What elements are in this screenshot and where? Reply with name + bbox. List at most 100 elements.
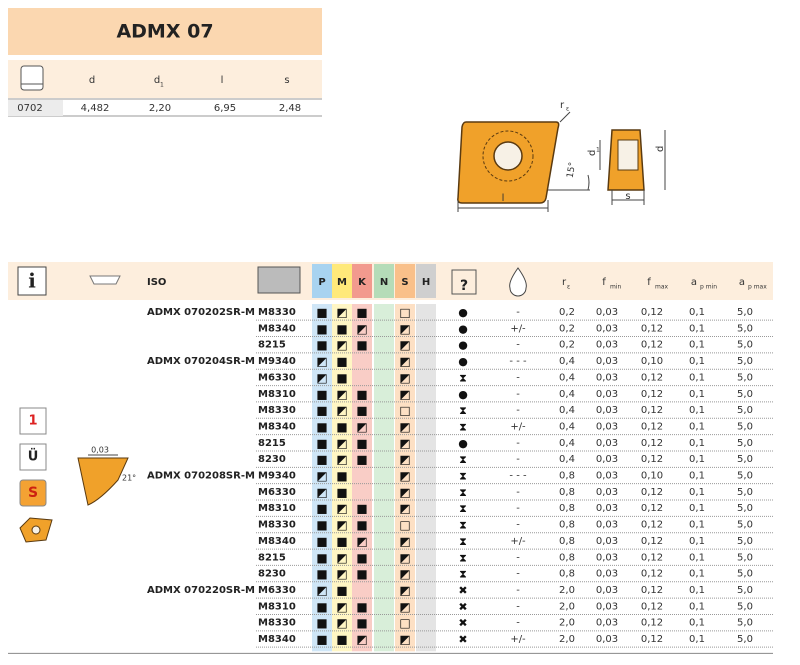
- cell: -: [516, 454, 520, 465]
- suitability: ◩: [336, 453, 347, 467]
- info-glyph: i: [28, 269, 36, 293]
- material-column: [312, 304, 332, 652]
- cell: 5,0: [737, 618, 753, 629]
- suitability: ■: [356, 518, 367, 532]
- suitability: ◩: [399, 469, 410, 483]
- cell: 0,1: [689, 569, 705, 580]
- suitability: ◩: [399, 583, 410, 597]
- material-header: [352, 264, 372, 298]
- cell: 0,8: [559, 503, 575, 514]
- cell: 0,12: [641, 340, 663, 351]
- suitability: ◩: [399, 534, 410, 548]
- cell: -: [516, 340, 520, 351]
- suitability: ■: [356, 616, 367, 630]
- cell: 0,03: [596, 323, 618, 334]
- cell: 0,03: [596, 454, 618, 465]
- suitability: ■: [336, 633, 347, 647]
- material-column: [416, 304, 436, 652]
- column-header-sub: p max: [748, 284, 767, 291]
- cell: 0,12: [641, 323, 663, 334]
- cell: 0,12: [641, 520, 663, 531]
- suitability: □: [399, 404, 410, 418]
- side-icon-label: Ü: [28, 449, 39, 465]
- cell: -: [516, 438, 520, 449]
- suitability: ■: [356, 387, 367, 401]
- suitability: ◩: [399, 485, 410, 499]
- cell: +/-: [510, 536, 526, 547]
- cell: 0,12: [641, 389, 663, 400]
- cell: 0,1: [689, 340, 705, 351]
- cell: 2,0: [559, 618, 575, 629]
- suitability: ■: [356, 600, 367, 614]
- suitability: ■: [316, 534, 327, 548]
- suitability: ◩: [316, 469, 327, 483]
- cell: 5,0: [737, 323, 753, 334]
- dims-header: d: [154, 75, 160, 86]
- grade: M6330: [258, 487, 296, 498]
- suitability: ■: [356, 306, 367, 320]
- material-header: [374, 264, 394, 298]
- chipbreaker-shape: ⧗: [459, 502, 467, 515]
- edge-hone: 0,03: [91, 446, 109, 455]
- side-icons: [19, 407, 129, 543]
- chipbreaker-shape: ⧗: [459, 551, 467, 564]
- insert-icon: [89, 275, 121, 285]
- suitability: ■: [356, 567, 367, 581]
- chipbreaker-shape: ⧗: [459, 453, 467, 466]
- cell: 0,4: [559, 372, 575, 383]
- grade: M8310: [258, 601, 296, 612]
- info-icon: [17, 266, 47, 296]
- suitability: ◩: [336, 567, 347, 581]
- cell: 5,0: [737, 487, 753, 498]
- iso-code: ADMX 070202SR-M: [147, 307, 255, 318]
- cell: 0,2: [559, 307, 575, 318]
- suitability: ■: [316, 453, 327, 467]
- cell: 5,0: [737, 421, 753, 432]
- cell: 0,1: [689, 323, 705, 334]
- suitability: ■: [316, 420, 327, 434]
- suitability: □: [399, 518, 410, 532]
- cell: 0,12: [641, 307, 663, 318]
- cell: 0,1: [689, 356, 705, 367]
- grade: M8310: [258, 503, 296, 514]
- title: ADMX 07: [116, 21, 213, 43]
- column-header: N: [380, 277, 388, 288]
- insert-drawing: [457, 111, 666, 212]
- cell: 5,0: [737, 634, 753, 645]
- chipbreaker-shape: ●: [458, 322, 468, 335]
- chipbreaker-shape: ✖: [458, 600, 467, 613]
- length-label: l: [502, 193, 505, 204]
- cell: 0,1: [689, 421, 705, 432]
- suitability: ■: [356, 436, 367, 450]
- cell: -: [516, 487, 520, 498]
- shape-icon-glyph: ?: [460, 278, 468, 294]
- cell: 0,12: [641, 618, 663, 629]
- cell: -: [516, 372, 520, 383]
- chipbreaker-shape: ⧗: [459, 568, 467, 581]
- suitability: ◩: [399, 453, 410, 467]
- grade: M8310: [258, 389, 296, 400]
- shape-icon: [451, 269, 477, 295]
- column-header: M: [337, 277, 347, 288]
- angle-label: 15°: [566, 162, 579, 179]
- suitability: ◩: [399, 355, 410, 369]
- cell: 0,03: [596, 569, 618, 580]
- column-header: P: [318, 277, 325, 288]
- chipbreaker-shape: ⧗: [459, 371, 467, 384]
- suitability: ◩: [336, 306, 347, 320]
- cell: 0,2: [559, 340, 575, 351]
- material-header: [416, 264, 436, 298]
- cell: 0,4: [559, 405, 575, 416]
- cell: 5,0: [737, 601, 753, 612]
- suitability: ■: [316, 338, 327, 352]
- cell: - - -: [509, 471, 527, 482]
- cell: 0,1: [689, 487, 705, 498]
- dims-header: s: [284, 75, 289, 86]
- chipbreaker-shape: ●: [458, 388, 468, 401]
- suitability: ■: [316, 306, 327, 320]
- cell: 0,1: [689, 438, 705, 449]
- chipbreaker-shape: ⧗: [459, 486, 467, 499]
- suitability: ■: [336, 322, 347, 336]
- grade: M8330: [258, 307, 296, 318]
- suitability: ■: [336, 534, 347, 548]
